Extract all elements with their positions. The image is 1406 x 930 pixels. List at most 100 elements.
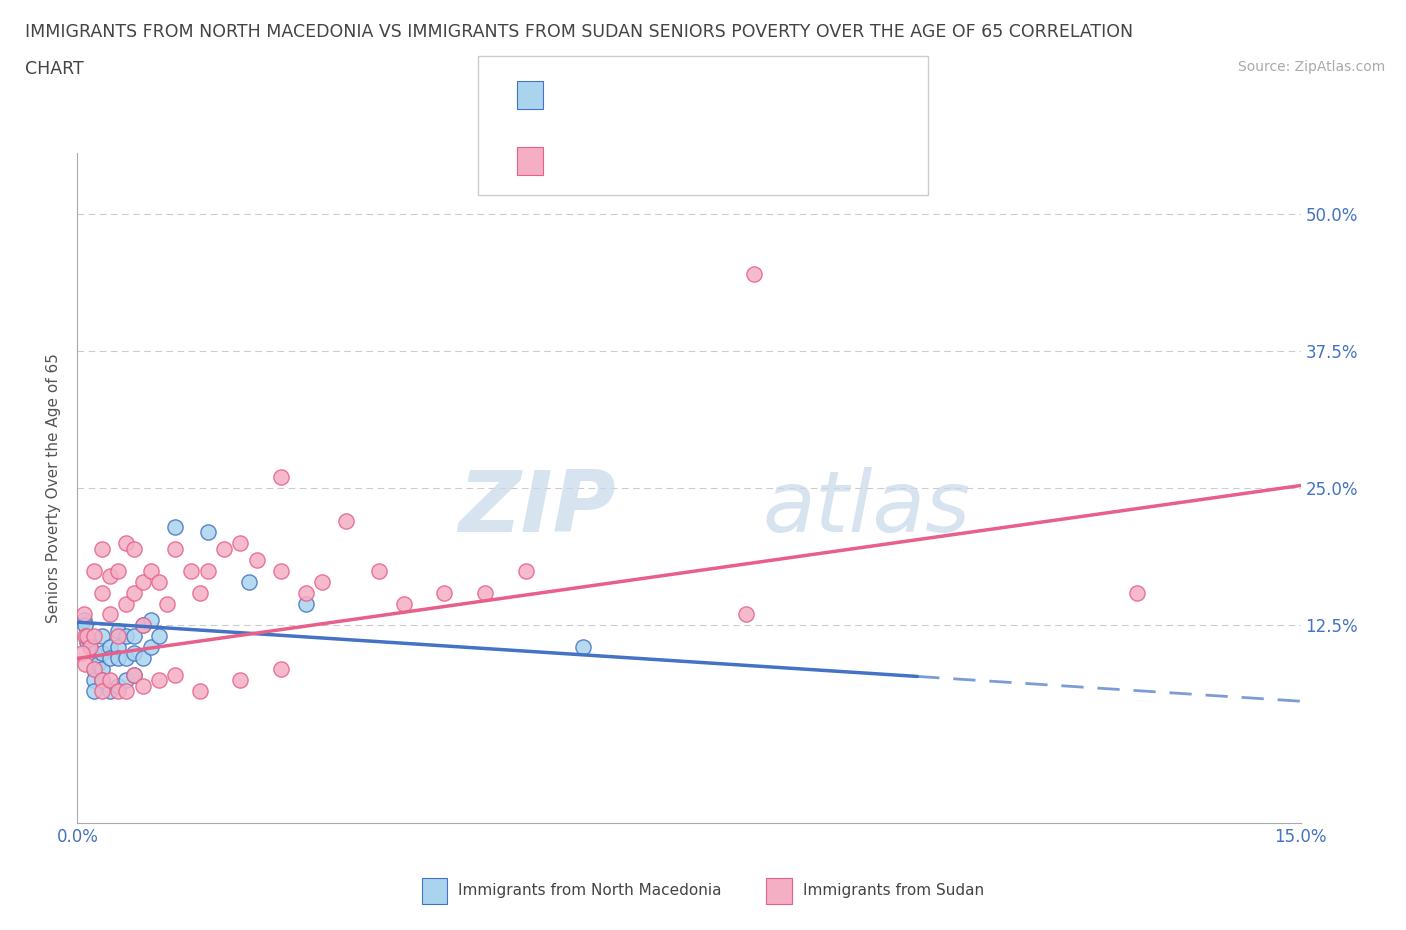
Point: [165, 519, 187, 534]
Point: [270, 470, 292, 485]
Point: [294, 585, 316, 600]
Point: [115, 629, 138, 644]
Text: Immigrants from Sudan: Immigrants from Sudan: [803, 884, 984, 898]
Point: [107, 640, 129, 655]
Point: [148, 574, 170, 589]
Point: [735, 607, 758, 622]
Point: [79, 634, 101, 649]
Point: [124, 585, 146, 600]
Point: [83, 662, 105, 677]
Point: [115, 536, 138, 551]
Point: [368, 564, 391, 578]
Point: [124, 668, 146, 683]
Point: [270, 662, 292, 677]
Point: [212, 541, 235, 556]
Point: [572, 640, 595, 655]
Point: [229, 536, 252, 551]
Point: [83, 645, 105, 660]
Point: [90, 684, 112, 698]
Point: [98, 651, 121, 666]
Point: [148, 629, 170, 644]
Point: [115, 651, 138, 666]
Point: [98, 640, 121, 655]
Point: [148, 673, 170, 688]
Point: [294, 596, 316, 611]
Point: [83, 673, 105, 688]
Point: [107, 623, 129, 638]
Point: [75, 629, 97, 644]
Point: [107, 678, 129, 693]
Point: [79, 640, 101, 655]
Point: [70, 645, 93, 660]
Point: [131, 618, 153, 633]
Point: [83, 684, 105, 698]
Point: [131, 678, 153, 693]
Point: [107, 564, 129, 578]
Point: [98, 607, 121, 622]
Text: R =  0.325   N = 56: R = 0.325 N = 56: [557, 152, 718, 170]
Point: [90, 585, 112, 600]
Point: [98, 568, 121, 583]
Point: [188, 684, 211, 698]
Point: [90, 541, 112, 556]
Point: [90, 629, 112, 644]
Point: [83, 662, 105, 677]
Point: [87, 657, 110, 671]
Point: [392, 596, 415, 611]
Text: R = -0.105   N = 36: R = -0.105 N = 36: [557, 86, 720, 104]
Point: [75, 618, 97, 633]
Point: [131, 618, 153, 633]
Point: [115, 684, 138, 698]
Point: [238, 574, 260, 589]
Point: [165, 541, 187, 556]
Point: [115, 673, 138, 688]
Point: [83, 564, 105, 578]
Text: Source: ZipAtlas.com: Source: ZipAtlas.com: [1237, 60, 1385, 74]
Point: [197, 525, 219, 539]
Point: [124, 645, 146, 660]
Point: [90, 673, 112, 688]
Text: Immigrants from North Macedonia: Immigrants from North Macedonia: [458, 884, 721, 898]
Point: [107, 684, 129, 698]
Point: [115, 596, 138, 611]
Point: [188, 585, 211, 600]
Text: IMMIGRANTS FROM NORTH MACEDONIA VS IMMIGRANTS FROM SUDAN SENIORS POVERTY OVER TH: IMMIGRANTS FROM NORTH MACEDONIA VS IMMIG…: [25, 23, 1133, 41]
Point: [107, 651, 129, 666]
Point: [1126, 585, 1149, 600]
Point: [83, 629, 105, 644]
Point: [90, 662, 112, 677]
Point: [156, 596, 179, 611]
Point: [98, 684, 121, 698]
Point: [180, 564, 202, 578]
Point: [131, 651, 153, 666]
Point: [90, 673, 112, 688]
Text: ZIP: ZIP: [458, 467, 616, 550]
Point: [98, 673, 121, 688]
Point: [742, 267, 765, 282]
Point: [76, 629, 98, 644]
Point: [433, 585, 456, 600]
Point: [197, 564, 219, 578]
Point: [124, 629, 146, 644]
Point: [73, 607, 96, 622]
Point: [229, 673, 252, 688]
Point: [124, 541, 146, 556]
Point: [335, 513, 357, 528]
Text: CHART: CHART: [25, 60, 84, 78]
Point: [75, 657, 97, 671]
Point: [139, 564, 162, 578]
Point: [474, 585, 496, 600]
Point: [90, 645, 112, 660]
Point: [515, 564, 537, 578]
Point: [246, 552, 269, 567]
Y-axis label: Seniors Poverty Over the Age of 65: Seniors Poverty Over the Age of 65: [45, 353, 60, 623]
Point: [124, 668, 146, 683]
Point: [311, 574, 333, 589]
Point: [139, 640, 162, 655]
Point: [107, 629, 129, 644]
Text: atlas: atlas: [762, 467, 970, 550]
Point: [76, 634, 98, 649]
Point: [73, 613, 96, 628]
Point: [165, 668, 187, 683]
Point: [270, 564, 292, 578]
